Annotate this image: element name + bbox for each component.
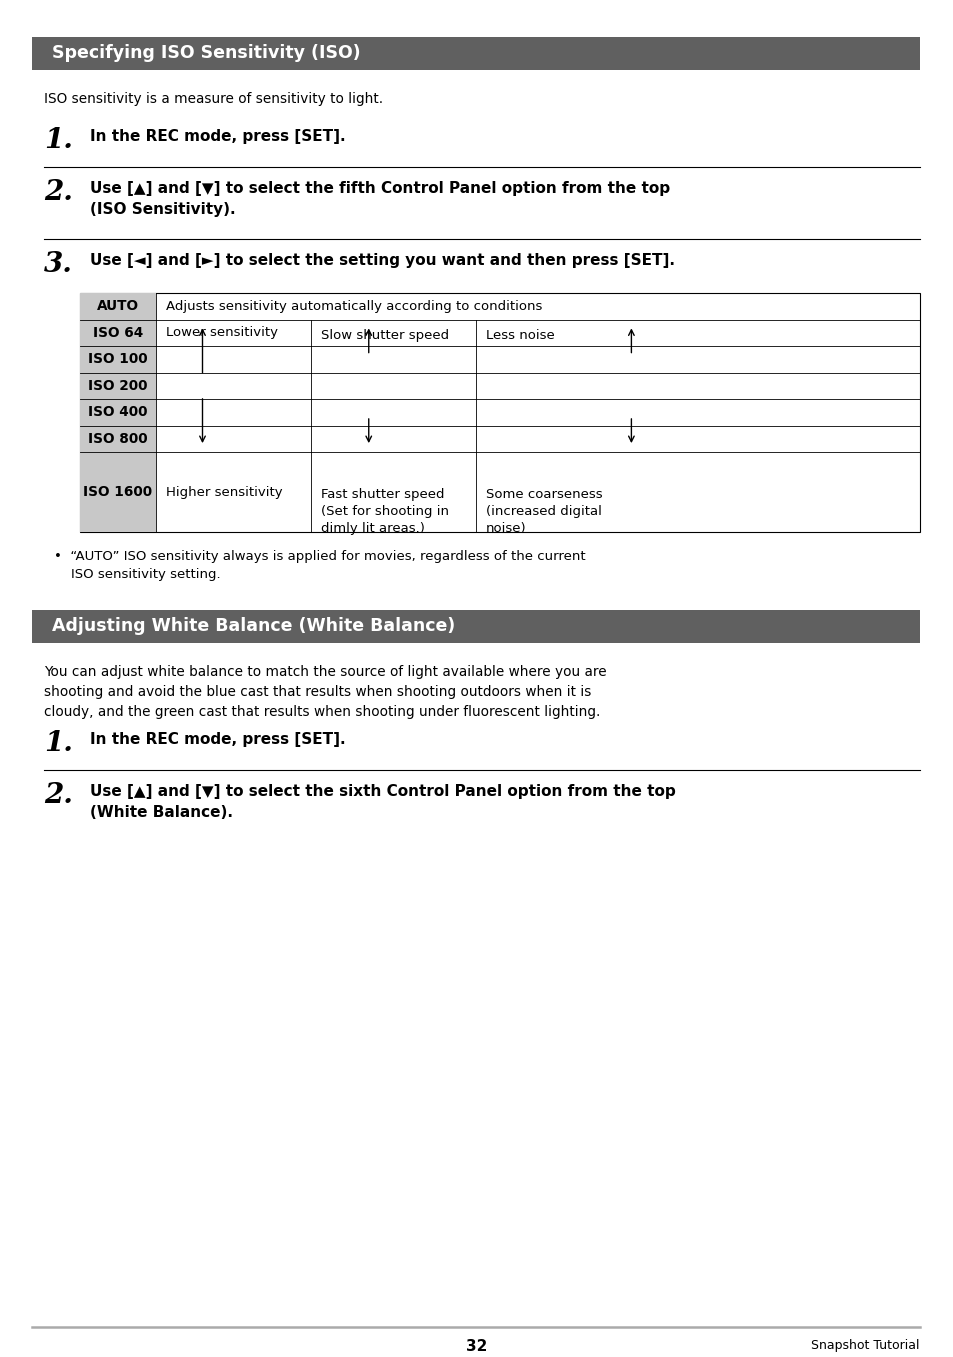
Text: ISO 200: ISO 200 [89,379,148,392]
Text: Less noise: Less noise [485,328,554,342]
Bar [80,426,156,452]
Bar [80,373,156,399]
Text: 3.: 3. [44,251,72,278]
Text: 2.: 2. [44,179,72,206]
Text: Specifying ISO Sensitivity (ISO): Specifying ISO Sensitivity (ISO) [52,45,360,62]
Bar [80,346,156,373]
Text: ISO 400: ISO 400 [89,406,148,419]
Text: 1.: 1. [44,730,72,757]
Text: Adjusting White Balance (White Balance): Adjusting White Balance (White Balance) [52,617,455,635]
Text: Use [◄] and [►] to select the setting you want and then press [SET].: Use [◄] and [►] to select the setting yo… [90,252,675,267]
Text: In the REC mode, press [SET].: In the REC mode, press [SET]. [90,731,345,746]
Text: AUTO: AUTO [97,300,139,313]
Bar [32,611,919,643]
Text: ISO 100: ISO 100 [88,353,148,366]
Text: Some coarseness
(increased digital
noise): Some coarseness (increased digital noise… [485,489,602,535]
Text: Slow shutter speed: Slow shutter speed [320,328,449,342]
Text: 2.: 2. [44,782,72,809]
Bar [80,452,156,532]
Text: Lower sensitivity: Lower sensitivity [166,326,277,339]
Text: 1.: 1. [44,128,72,153]
Bar [32,37,919,71]
Text: Use [▲] and [▼] to select the sixth Control Panel option from the top
(White Bal: Use [▲] and [▼] to select the sixth Cont… [90,784,675,820]
Text: •  “AUTO” ISO sensitivity always is applied for movies, regardless of the curren: • “AUTO” ISO sensitivity always is appli… [54,550,585,581]
Bar [80,293,156,319]
Text: ISO sensitivity is a measure of sensitivity to light.: ISO sensitivity is a measure of sensitiv… [44,92,383,106]
Bar [80,399,156,426]
Text: In the REC mode, press [SET].: In the REC mode, press [SET]. [90,129,345,144]
Text: You can adjust white balance to match the source of light available where you ar: You can adjust white balance to match th… [44,665,606,719]
Text: Use [▲] and [▼] to select the fifth Control Panel option from the top
(ISO Sensi: Use [▲] and [▼] to select the fifth Cont… [90,180,669,217]
Text: Fast shutter speed
(Set for shooting in
dimly lit areas.): Fast shutter speed (Set for shooting in … [320,489,449,535]
Bar [80,293,919,532]
Text: ISO 800: ISO 800 [88,432,148,445]
Text: ISO 1600: ISO 1600 [83,484,152,499]
Text: ISO 64: ISO 64 [92,326,143,339]
Text: 32: 32 [466,1339,487,1354]
Text: Snapshot Tutorial: Snapshot Tutorial [811,1339,919,1352]
Bar [80,319,156,346]
Text: Adjusts sensitivity automatically according to conditions: Adjusts sensitivity automatically accord… [166,300,542,312]
Text: Higher sensitivity: Higher sensitivity [166,486,282,498]
